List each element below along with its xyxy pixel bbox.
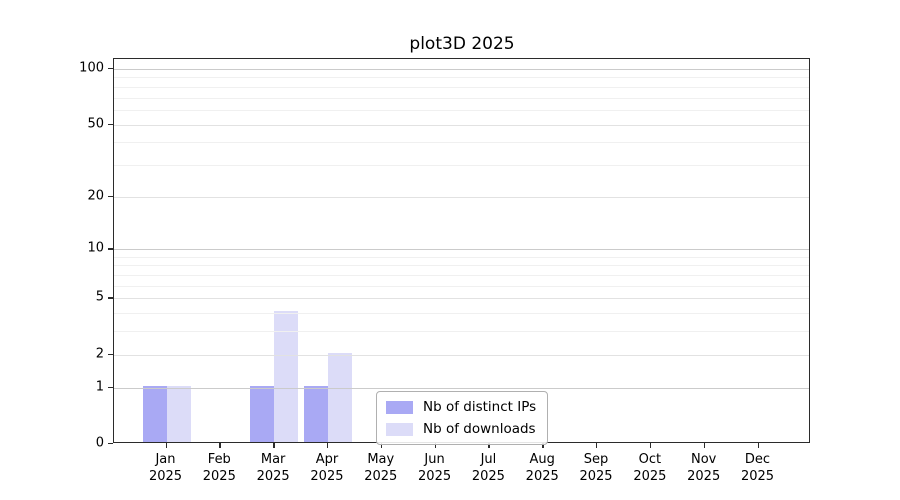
legend-label-distinct-ips: Nb of distinct IPs <box>423 399 537 415</box>
plot-area <box>113 58 810 443</box>
bar-downloads <box>166 385 191 442</box>
gridline-y-7 <box>114 275 809 277</box>
legend: Nb of distinct IPs Nb of downloads <box>376 391 549 445</box>
y-tick-label: 100 <box>79 60 104 76</box>
legend-item-downloads: Nb of downloads <box>386 421 536 437</box>
x-tick-mark <box>380 443 383 448</box>
bar-distinct-ips <box>250 385 275 442</box>
gridline-y-1 <box>114 387 809 389</box>
gridline-y-30 <box>114 164 809 166</box>
x-tick-mark <box>326 443 329 448</box>
legend-label-downloads: Nb of downloads <box>423 421 536 437</box>
gridline-y-70 <box>114 97 809 99</box>
x-tick-label: Oct 2025 <box>633 452 667 484</box>
y-tick-mark <box>108 68 113 70</box>
y-tick-mark <box>108 123 113 125</box>
x-tick-mark <box>434 443 436 448</box>
y-tick-mark <box>108 195 113 197</box>
y-tick-label: 10 <box>87 240 104 256</box>
x-tick-mark <box>649 443 652 448</box>
y-tick-label: 50 <box>87 116 104 132</box>
x-tick-mark <box>273 443 275 448</box>
x-tick-mark <box>596 443 598 448</box>
y-tick-label: 0 <box>95 435 104 451</box>
gridline-y-20 <box>114 196 809 198</box>
y-tick-label: 2 <box>95 346 104 362</box>
x-tick-mark <box>219 443 221 448</box>
gridline-y-80 <box>114 86 809 88</box>
y-tick-mark <box>108 297 113 299</box>
x-tick-label: Apr 2025 <box>310 452 344 484</box>
x-tick-label: Jul 2025 <box>471 452 505 484</box>
legend-swatch-downloads <box>386 422 413 436</box>
y-tick-label: 5 <box>95 289 104 305</box>
y-tick-label: 20 <box>87 188 104 204</box>
legend-item-distinct-ips: Nb of distinct IPs <box>386 399 536 415</box>
y-tick-mark <box>108 386 113 389</box>
gridline-y-10 <box>114 249 809 251</box>
gridline-y-50 <box>114 124 809 126</box>
chart-title: plot3D 2025 <box>409 34 515 54</box>
gridline-y-2 <box>114 354 809 356</box>
gridline-y-6 <box>114 285 809 287</box>
y-tick-label: 1 <box>95 379 104 395</box>
bar-downloads <box>327 352 352 442</box>
gridline-y-9 <box>114 256 809 258</box>
y-tick-mark <box>108 443 113 445</box>
bar-downloads <box>274 311 299 442</box>
legend-swatch-distinct-ips <box>386 400 413 414</box>
x-tick-label: Mar 2025 <box>256 452 290 484</box>
gridline-y-60 <box>114 109 809 111</box>
x-tick-label: Aug 2025 <box>525 452 559 484</box>
x-tick-label: May 2025 <box>364 452 398 484</box>
gridline-y-8 <box>114 265 809 267</box>
x-tick-label: Dec 2025 <box>740 452 775 484</box>
x-tick-mark <box>542 443 544 448</box>
gridline-y-5 <box>114 298 809 300</box>
x-tick-mark <box>488 443 490 448</box>
x-tick-mark <box>703 443 706 448</box>
gridline-y-3 <box>114 331 809 333</box>
x-tick-label: Feb 2025 <box>202 452 236 484</box>
y-tick-mark <box>108 353 113 356</box>
bar-distinct-ips <box>303 385 328 442</box>
x-tick-label: Jan 2025 <box>148 452 183 484</box>
gridline-y-90 <box>114 77 809 79</box>
gridline-y-100 <box>114 69 809 70</box>
gridline-y-4 <box>114 313 809 315</box>
bar-distinct-ips <box>142 385 167 442</box>
x-tick-label: Nov 2025 <box>687 452 721 484</box>
x-tick-label: Jun 2025 <box>418 452 452 484</box>
gridline-y-40 <box>114 142 809 144</box>
x-tick-mark <box>757 443 759 448</box>
y-tick-mark <box>108 248 113 250</box>
x-tick-mark <box>165 443 167 448</box>
x-tick-label: Sep 2025 <box>579 452 613 484</box>
